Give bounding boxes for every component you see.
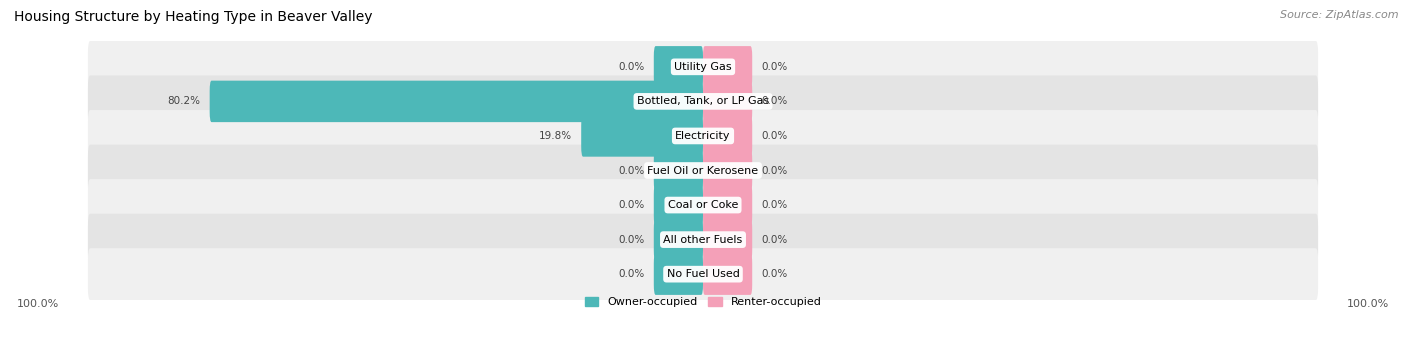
Text: 0.0%: 0.0% — [619, 235, 644, 244]
FancyBboxPatch shape — [703, 219, 752, 260]
Text: Utility Gas: Utility Gas — [675, 62, 731, 72]
Text: 80.2%: 80.2% — [167, 97, 201, 106]
FancyBboxPatch shape — [703, 184, 752, 226]
Legend: Owner-occupied, Renter-occupied: Owner-occupied, Renter-occupied — [585, 297, 821, 308]
Text: Housing Structure by Heating Type in Beaver Valley: Housing Structure by Heating Type in Bea… — [14, 10, 373, 24]
Text: Bottled, Tank, or LP Gas: Bottled, Tank, or LP Gas — [637, 97, 769, 106]
Text: 0.0%: 0.0% — [619, 62, 644, 72]
Text: 0.0%: 0.0% — [762, 62, 787, 72]
FancyBboxPatch shape — [87, 41, 1319, 93]
Text: 0.0%: 0.0% — [619, 165, 644, 176]
Text: 0.0%: 0.0% — [762, 200, 787, 210]
FancyBboxPatch shape — [581, 115, 703, 157]
Text: 0.0%: 0.0% — [762, 97, 787, 106]
FancyBboxPatch shape — [654, 150, 703, 191]
Text: 19.8%: 19.8% — [538, 131, 572, 141]
Text: 100.0%: 100.0% — [1347, 299, 1389, 309]
FancyBboxPatch shape — [703, 81, 752, 122]
Text: Source: ZipAtlas.com: Source: ZipAtlas.com — [1281, 10, 1399, 20]
FancyBboxPatch shape — [87, 179, 1319, 231]
FancyBboxPatch shape — [703, 253, 752, 295]
Text: All other Fuels: All other Fuels — [664, 235, 742, 244]
FancyBboxPatch shape — [87, 248, 1319, 300]
Text: 0.0%: 0.0% — [762, 131, 787, 141]
FancyBboxPatch shape — [87, 75, 1319, 127]
Text: 0.0%: 0.0% — [619, 200, 644, 210]
Text: 0.0%: 0.0% — [762, 165, 787, 176]
Text: 100.0%: 100.0% — [17, 299, 59, 309]
FancyBboxPatch shape — [87, 110, 1319, 162]
FancyBboxPatch shape — [209, 81, 703, 122]
Text: Coal or Coke: Coal or Coke — [668, 200, 738, 210]
Text: No Fuel Used: No Fuel Used — [666, 269, 740, 279]
FancyBboxPatch shape — [703, 150, 752, 191]
FancyBboxPatch shape — [87, 145, 1319, 196]
FancyBboxPatch shape — [87, 214, 1319, 266]
FancyBboxPatch shape — [703, 115, 752, 157]
Text: 0.0%: 0.0% — [762, 269, 787, 279]
FancyBboxPatch shape — [654, 184, 703, 226]
Text: Fuel Oil or Kerosene: Fuel Oil or Kerosene — [647, 165, 759, 176]
Text: Electricity: Electricity — [675, 131, 731, 141]
FancyBboxPatch shape — [654, 253, 703, 295]
Text: 0.0%: 0.0% — [762, 235, 787, 244]
Text: 0.0%: 0.0% — [619, 269, 644, 279]
FancyBboxPatch shape — [654, 219, 703, 260]
FancyBboxPatch shape — [654, 46, 703, 88]
FancyBboxPatch shape — [703, 46, 752, 88]
